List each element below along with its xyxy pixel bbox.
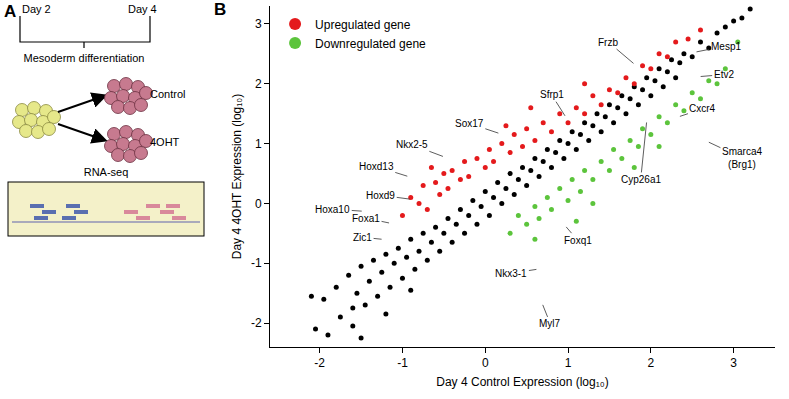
svg-text:Myl7: Myl7 — [539, 318, 561, 329]
svg-text:Frzb: Frzb — [598, 37, 618, 48]
svg-text:-1: -1 — [251, 256, 262, 270]
svg-text:3: 3 — [255, 17, 262, 31]
svg-text:Nkx2-5: Nkx2-5 — [396, 139, 428, 150]
svg-text:Foxq1: Foxq1 — [564, 235, 592, 246]
svg-text:RNA-seq: RNA-seq — [84, 166, 129, 178]
svg-text:Day 4: Day 4 — [128, 3, 157, 15]
svg-text:Upregulated gene: Upregulated gene — [315, 18, 411, 32]
svg-text:Day 4 Control Expression (log₁: Day 4 Control Expression (log₁₀) — [436, 375, 608, 389]
svg-text:Control: Control — [150, 88, 185, 100]
svg-text:-2: -2 — [251, 316, 262, 330]
svg-text:Day 2: Day 2 — [22, 3, 51, 15]
svg-text:Hoxa10: Hoxa10 — [315, 204, 350, 215]
svg-text:Hoxd13: Hoxd13 — [359, 161, 394, 172]
svg-text:0: 0 — [255, 197, 262, 211]
svg-text:Day 4 4OHT Expression (log₁₀): Day 4 4OHT Expression (log₁₀) — [230, 94, 244, 260]
svg-text:2: 2 — [647, 356, 654, 370]
svg-text:Downregulated gene: Downregulated gene — [315, 37, 426, 51]
svg-text:-2: -2 — [314, 356, 325, 370]
svg-text:Sfrp1: Sfrp1 — [540, 89, 564, 100]
svg-text:1: 1 — [565, 356, 572, 370]
svg-text:Mesoderm differentiation: Mesoderm differentiation — [24, 52, 145, 64]
svg-text:-1: -1 — [397, 356, 408, 370]
svg-text:2: 2 — [255, 77, 262, 91]
svg-text:Mesp1: Mesp1 — [711, 41, 741, 52]
svg-text:Cxcr4: Cxcr4 — [689, 103, 716, 114]
svg-text:Nkx3-1: Nkx3-1 — [495, 268, 527, 279]
svg-text:3: 3 — [730, 356, 737, 370]
svg-text:4OHT: 4OHT — [150, 136, 180, 148]
svg-text:1: 1 — [255, 137, 262, 151]
svg-text:0: 0 — [482, 356, 489, 370]
svg-text:Zic1: Zic1 — [353, 232, 372, 243]
svg-text:Smarca4(Brg1): Smarca4(Brg1) — [722, 146, 762, 170]
svg-text:Cyp26a1: Cyp26a1 — [621, 174, 661, 185]
svg-text:Hoxd9: Hoxd9 — [366, 190, 395, 201]
html-text:B: B — [214, 0, 227, 19]
svg-text:Etv2: Etv2 — [714, 69, 734, 80]
svg-text:Sox17: Sox17 — [455, 118, 484, 129]
svg-text:A: A — [4, 2, 16, 21]
svg-text:Foxa1: Foxa1 — [352, 213, 380, 224]
